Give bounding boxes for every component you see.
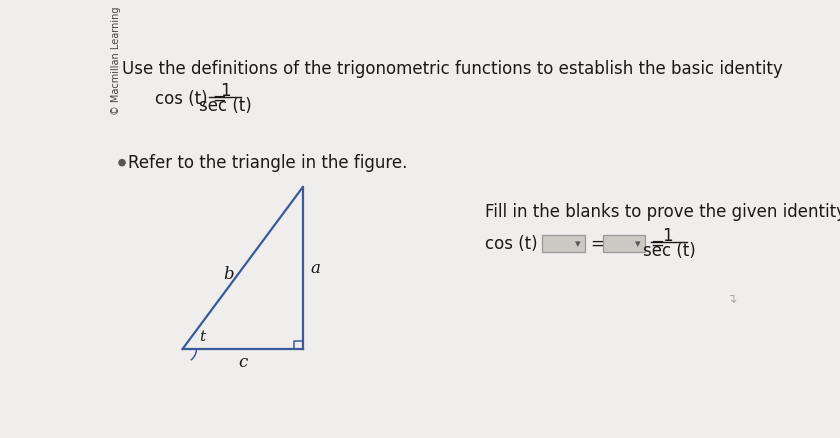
Text: =: = bbox=[651, 234, 664, 253]
Circle shape bbox=[119, 159, 125, 166]
Text: sec (t): sec (t) bbox=[199, 98, 251, 116]
Text: © Macmillan Learning: © Macmillan Learning bbox=[111, 6, 121, 114]
Text: sec (t): sec (t) bbox=[643, 242, 696, 260]
Text: Refer to the triangle in the figure.: Refer to the triangle in the figure. bbox=[129, 154, 407, 172]
Text: c: c bbox=[238, 354, 247, 371]
Text: Fill in the blanks to prove the given identity.: Fill in the blanks to prove the given id… bbox=[485, 203, 840, 221]
Text: 1: 1 bbox=[662, 227, 673, 245]
Text: cos (t) =: cos (t) = bbox=[155, 90, 227, 108]
Text: t: t bbox=[200, 330, 206, 344]
Text: Use the definitions of the trigonometric functions to establish the basic identi: Use the definitions of the trigonometric… bbox=[122, 60, 783, 78]
Text: =: = bbox=[591, 234, 604, 253]
Text: ▾: ▾ bbox=[635, 239, 641, 249]
Text: b: b bbox=[223, 266, 234, 283]
Text: cos (t) =: cos (t) = bbox=[485, 234, 557, 253]
Text: ↴: ↴ bbox=[726, 293, 737, 305]
Text: a: a bbox=[310, 260, 320, 277]
FancyBboxPatch shape bbox=[602, 235, 645, 252]
Text: 1: 1 bbox=[220, 82, 230, 100]
Text: ▾: ▾ bbox=[575, 239, 580, 249]
FancyBboxPatch shape bbox=[542, 235, 585, 252]
